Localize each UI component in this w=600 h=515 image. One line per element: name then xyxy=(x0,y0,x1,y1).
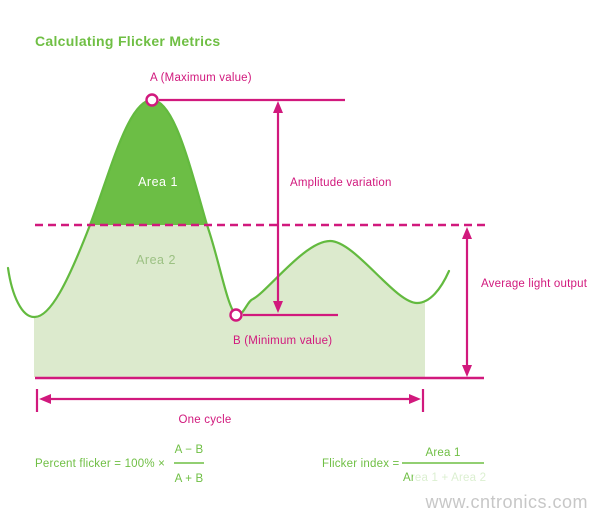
page-title: Calculating Flicker Metrics xyxy=(35,33,221,49)
area2-label: Area 2 xyxy=(136,253,176,267)
percent-flicker-numerator: A − B xyxy=(175,444,204,456)
waveform-curve xyxy=(6,98,451,319)
watermark: www.cntronics.com xyxy=(424,492,588,512)
watermark-smear xyxy=(413,464,593,488)
min-point-marker xyxy=(229,308,243,322)
percent-flicker-formula: Percent flicker = 100% × A − B A + B xyxy=(35,444,204,485)
min-point-label: B (Minimum value) xyxy=(233,335,332,347)
one-cycle-arrow xyxy=(35,389,425,412)
flicker-index-numerator: Area 1 xyxy=(425,447,460,459)
percent-flicker-lhs: Percent flicker = 100% × xyxy=(35,458,165,470)
area1-label: Area 1 xyxy=(138,175,178,189)
area2-fill xyxy=(34,225,425,377)
flicker-index-lhs: Flicker index = xyxy=(322,458,400,470)
average-output-label: Average light output xyxy=(481,278,588,290)
max-point-label: A (Maximum value) xyxy=(150,72,252,84)
amplitude-arrow xyxy=(273,101,283,313)
one-cycle-label: One cycle xyxy=(179,414,232,426)
percent-flicker-denominator: A + B xyxy=(175,473,204,485)
max-point-marker xyxy=(145,93,159,107)
average-output-arrow xyxy=(462,227,472,377)
amplitude-label: Amplitude variation xyxy=(290,177,392,189)
